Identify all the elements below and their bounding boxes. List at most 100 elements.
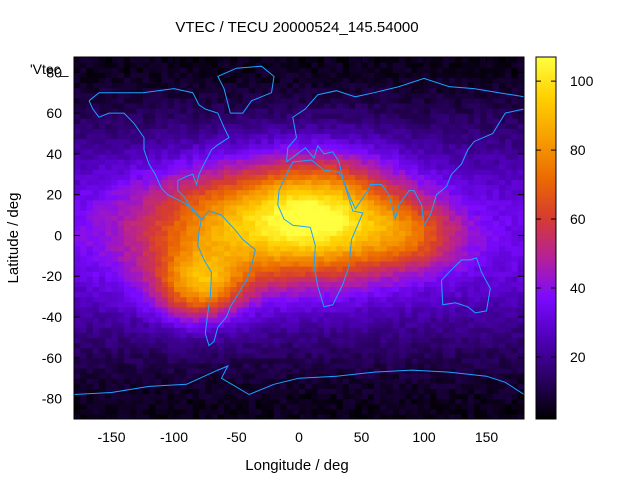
heatmap-cell bbox=[236, 281, 244, 288]
heatmap-cell bbox=[224, 398, 231, 405]
heatmap-cell bbox=[242, 306, 250, 313]
heatmap-cell bbox=[311, 57, 319, 63]
heatmap-cell bbox=[149, 276, 156, 282]
heatmap-cell bbox=[436, 133, 444, 140]
heatmap-cell bbox=[211, 189, 219, 196]
heatmap-cell bbox=[111, 97, 119, 104]
heatmap-cell bbox=[161, 352, 169, 359]
heatmap-cell bbox=[92, 82, 100, 89]
heatmap-cell bbox=[449, 148, 456, 155]
heatmap-cell bbox=[161, 398, 169, 405]
heatmap-cell bbox=[386, 87, 394, 94]
heatmap-cell bbox=[336, 215, 344, 221]
heatmap-cell bbox=[149, 301, 156, 308]
heatmap-cell bbox=[155, 204, 163, 211]
heatmap-cell bbox=[286, 148, 294, 155]
heatmap-cell bbox=[386, 296, 394, 303]
heatmap-cell bbox=[117, 153, 125, 160]
heatmap-cell bbox=[361, 82, 369, 89]
heatmap-cell bbox=[149, 209, 156, 216]
heatmap-cell bbox=[242, 408, 250, 415]
heatmap-cell bbox=[292, 107, 300, 114]
heatmap-cell bbox=[417, 169, 425, 175]
heatmap-cell bbox=[436, 403, 444, 410]
heatmap-cell bbox=[149, 123, 156, 129]
heatmap-cell bbox=[361, 77, 369, 84]
heatmap-cell bbox=[411, 347, 419, 354]
heatmap-cell bbox=[436, 342, 444, 349]
heatmap-cell bbox=[236, 296, 244, 303]
heatmap-cell bbox=[367, 373, 375, 379]
heatmap-cell bbox=[299, 220, 306, 226]
heatmap-cell bbox=[467, 194, 475, 201]
heatmap-cell bbox=[330, 189, 338, 196]
heatmap-cell bbox=[355, 393, 363, 400]
heatmap-cell bbox=[417, 271, 425, 277]
heatmap-cell bbox=[424, 281, 431, 288]
heatmap-cell bbox=[442, 128, 450, 135]
heatmap-cell bbox=[499, 322, 506, 328]
heatmap-cell bbox=[499, 164, 506, 170]
heatmap-cell bbox=[236, 306, 244, 313]
heatmap-cell bbox=[92, 352, 100, 359]
heatmap-cell bbox=[192, 133, 200, 140]
heatmap-cell bbox=[249, 301, 256, 308]
heatmap-cell bbox=[242, 113, 250, 119]
heatmap-cell bbox=[92, 322, 100, 328]
heatmap-cell bbox=[86, 378, 94, 384]
heatmap-cell bbox=[161, 260, 169, 267]
heatmap-cell bbox=[305, 199, 313, 206]
heatmap-cell bbox=[349, 230, 356, 237]
heatmap-cell bbox=[199, 77, 206, 84]
heatmap-cell bbox=[467, 174, 475, 180]
heatmap-cell bbox=[92, 57, 100, 63]
heatmap-cell bbox=[399, 128, 406, 135]
heatmap-cell bbox=[74, 357, 81, 364]
heatmap-cell bbox=[411, 102, 419, 109]
heatmap-cell bbox=[142, 393, 150, 400]
heatmap-cell bbox=[492, 260, 500, 267]
heatmap-cell bbox=[392, 322, 400, 328]
heatmap-cell bbox=[480, 271, 488, 277]
heatmap-cell bbox=[124, 322, 131, 328]
heatmap-cell bbox=[180, 179, 188, 186]
heatmap-cell bbox=[505, 209, 513, 216]
heatmap-cell bbox=[149, 113, 156, 119]
heatmap-cell bbox=[211, 250, 219, 257]
heatmap-cell bbox=[192, 332, 200, 339]
heatmap-cell bbox=[267, 57, 275, 63]
heatmap-cell bbox=[405, 240, 413, 247]
heatmap-cell bbox=[505, 215, 513, 221]
heatmap-cell bbox=[249, 153, 256, 160]
heatmap-cell bbox=[467, 332, 475, 339]
heatmap-cell bbox=[492, 97, 500, 104]
heatmap-cell bbox=[230, 102, 238, 109]
heatmap-cell bbox=[499, 184, 506, 191]
heatmap-cell bbox=[411, 174, 419, 180]
heatmap-cell bbox=[467, 398, 475, 405]
heatmap-cell bbox=[324, 368, 331, 374]
heatmap-cell bbox=[511, 286, 519, 293]
heatmap-cell bbox=[292, 235, 300, 242]
heatmap-cell bbox=[299, 57, 306, 63]
heatmap-cell bbox=[74, 220, 81, 226]
heatmap-cell bbox=[261, 133, 269, 140]
heatmap-cell bbox=[224, 337, 231, 344]
heatmap-cell bbox=[155, 322, 163, 328]
heatmap-cell bbox=[242, 194, 250, 201]
heatmap-cell bbox=[286, 230, 294, 237]
heatmap-cell bbox=[192, 352, 200, 359]
heatmap-cell bbox=[399, 342, 406, 349]
heatmap-cell bbox=[111, 373, 119, 379]
heatmap-cell bbox=[311, 97, 319, 104]
heatmap-cell bbox=[330, 123, 338, 129]
heatmap-cell bbox=[324, 204, 331, 211]
heatmap-cell bbox=[155, 225, 163, 231]
heatmap-cell bbox=[99, 204, 106, 211]
heatmap-cell bbox=[311, 317, 319, 323]
heatmap-cell bbox=[461, 403, 469, 410]
heatmap-cell bbox=[499, 77, 506, 84]
heatmap-cell bbox=[217, 322, 225, 328]
heatmap-cell bbox=[467, 276, 475, 282]
heatmap-cell bbox=[474, 378, 481, 384]
